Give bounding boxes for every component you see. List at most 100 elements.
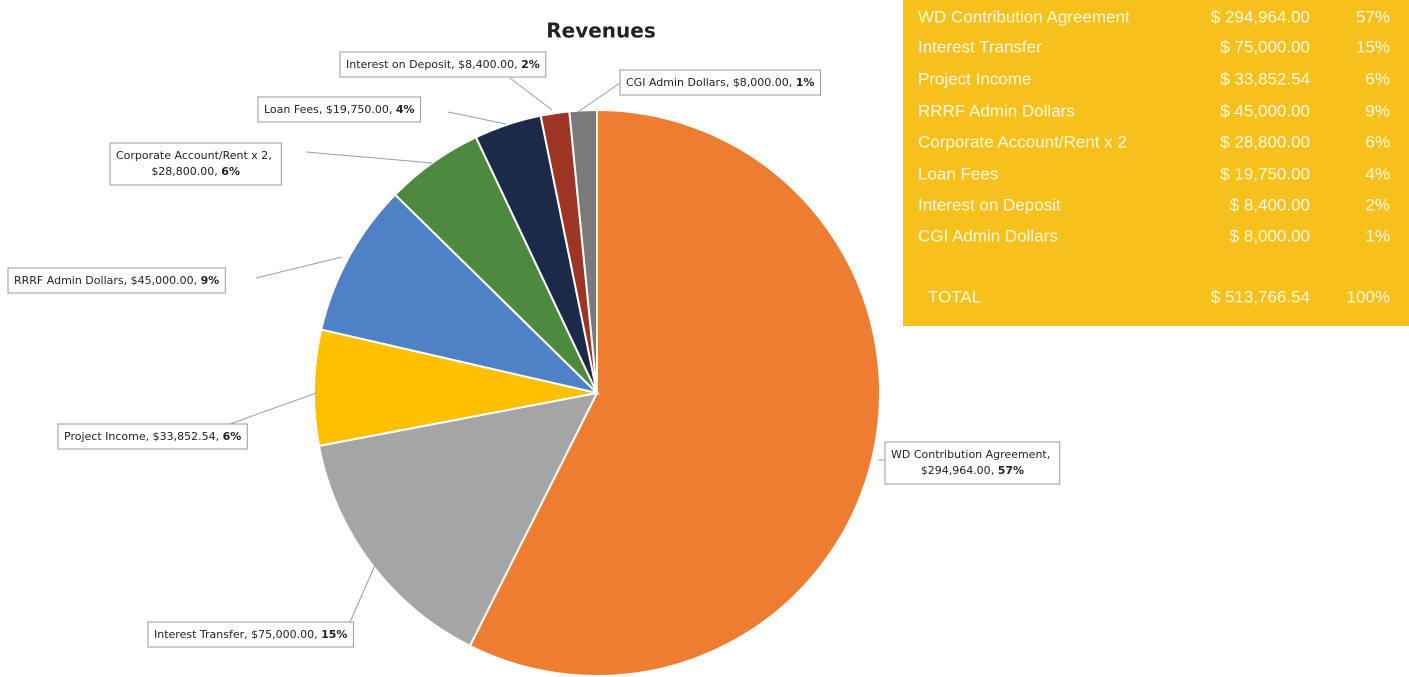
label-separator: , [216,430,223,443]
label-part: RRRF Admin Dollars [14,274,124,287]
table-cell: WD Contribution Agreement [918,7,1130,26]
pie-slice [317,391,599,648]
table-cell: $ 28,800.00 [1220,132,1310,151]
data-label: Corporate Account/Rent x 2, $28,800.00, … [116,149,275,178]
label-value: $28,800.00 [151,165,214,178]
label-percent: 6% [223,430,242,443]
label-separator: , [1047,448,1054,461]
data-label: Interest Transfer, $75,000.00, 15% [154,628,347,641]
label-separator: , [146,430,153,443]
label-line: Corporate Account/Rent x 2, [116,149,275,162]
table-cell: $ 45,000.00 [1220,101,1310,120]
data-label: WD Contribution Agreement, $294,964.00, … [891,448,1054,477]
label-percent: 2% [521,58,540,71]
label-line: WD Contribution Agreement, [891,448,1054,461]
label-percent: 6% [221,165,240,178]
label-separator: , [194,274,201,287]
leader-line [255,256,343,279]
table-cell: 2% [1365,195,1390,214]
data-label-box [57,423,248,450]
label-value: $294,964.00 [921,464,991,477]
data-label: Project Income, $33,852.54, 6% [64,430,241,443]
label-separator: , [268,149,275,162]
chart-title: Revenues [546,19,656,43]
data-label-box [619,69,821,96]
data-label-box [339,51,547,78]
label-separator: , [991,464,998,477]
table-cell: $ 75,000.00 [1220,37,1310,56]
label-part: $33,852.54 [153,430,216,443]
label-part: Interest on Deposit [346,58,452,71]
label-part: $8,400.00 [458,58,514,71]
label-separator: , [214,165,221,178]
table-cell: Interest on Deposit [918,195,1061,214]
label-separator: , [514,58,521,71]
table-cell: RRRF Admin Dollars [918,101,1075,120]
label-percent: 57% [998,464,1024,477]
table-cell: CGI Admin Dollars [918,226,1058,245]
table-cell: $ 19,750.00 [1220,164,1310,183]
data-label: RRRF Admin Dollars, $45,000.00, 9% [14,274,219,287]
table-background [903,0,1409,326]
label-separator: , [314,628,321,641]
table-total-cell: 100% [1347,287,1390,306]
table-cell: 15% [1356,37,1390,56]
leader-line [577,82,621,113]
table-cell: Loan Fees [918,164,998,183]
table-cell: $ 33,852.54 [1220,69,1310,88]
label-separator: , [319,103,326,116]
label-part: Loan Fees [264,103,319,116]
table-cell: 57% [1356,7,1390,26]
data-label-box [884,441,1061,485]
label-part: $8,000.00 [733,76,789,89]
label-category: WD Contribution Agreement [891,448,1047,461]
leader-line [509,77,553,111]
label-part: $75,000.00 [251,628,314,641]
pie-slice [313,328,598,448]
data-label-box [257,96,422,123]
table-total-cell: $ 513,766.54 [1211,287,1310,306]
label-separator: , [451,58,458,71]
table-cell: 1% [1365,226,1390,245]
pie-slice [468,108,881,677]
table-total-cell: TOTAL [928,287,981,306]
table-cell: 6% [1365,69,1390,88]
pie-slice [568,108,598,394]
data-label-box [109,142,282,186]
label-percent: 15% [321,628,347,641]
table-cell: Project Income [918,69,1031,88]
table-cell: 9% [1365,101,1390,120]
label-line: $28,800.00, 6% [151,165,240,178]
table-cell: Interest Transfer [918,37,1042,56]
label-separator: , [389,103,396,116]
label-percent: 9% [201,274,220,287]
table-cell: Corporate Account/Rent x 2 [918,132,1127,151]
label-line: $294,964.00, 57% [921,464,1024,477]
leader-line [229,392,317,425]
label-part: CGI Admin Dollars [626,76,726,89]
label-separator: , [244,628,251,641]
data-label: Interest on Deposit, $8,400.00, 2% [346,58,540,71]
label-part: $45,000.00 [131,274,194,287]
table-cell: $ 8,000.00 [1230,226,1310,245]
label-category: Corporate Account/Rent x 2 [116,149,268,162]
label-part: Project Income [64,430,146,443]
leader-line [349,562,377,623]
data-label-box [147,621,354,648]
data-label: Loan Fees, $19,750.00, 4% [264,103,415,116]
label-percent: 4% [396,103,415,116]
leader-line [305,151,433,164]
leader-line [447,111,507,125]
label-separator: , [726,76,733,89]
table-cell: $ 8,400.00 [1230,195,1310,214]
data-label-box [7,267,226,294]
label-part: Interest Transfer [154,628,245,641]
label-separator: , [124,274,131,287]
table-cell: $ 294,964.00 [1211,7,1310,26]
table-cell: 6% [1365,132,1390,151]
data-label: CGI Admin Dollars, $8,000.00, 1% [626,76,814,89]
label-percent: 1% [796,76,815,89]
label-part: $19,750.00 [326,103,389,116]
